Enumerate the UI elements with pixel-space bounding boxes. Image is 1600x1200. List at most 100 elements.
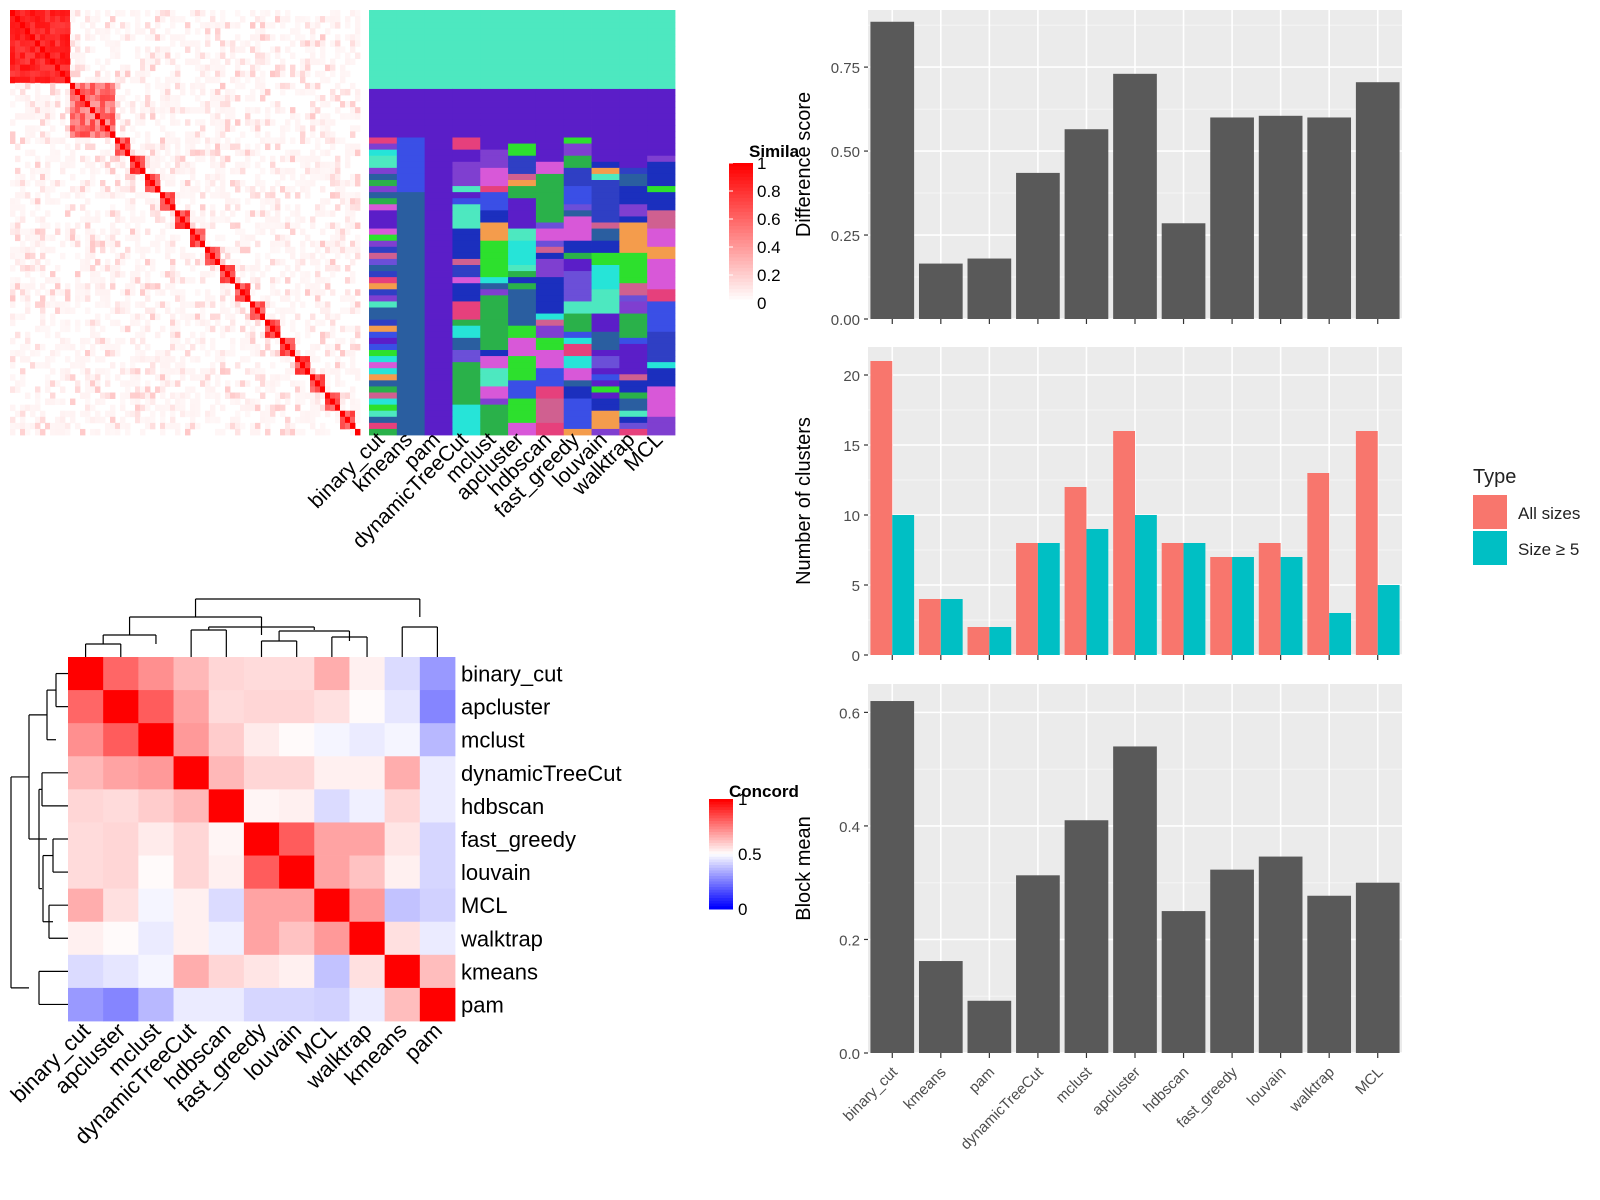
similarity-cell xyxy=(345,295,351,302)
similarity-cell xyxy=(155,22,161,29)
similarity-cell xyxy=(110,240,116,248)
similarity-cell xyxy=(135,368,141,375)
similarity-cell xyxy=(150,204,156,211)
similarity-cell xyxy=(195,374,201,381)
cluster-cell xyxy=(396,331,426,339)
concordance-legend-gradient-step xyxy=(709,898,733,902)
similarity-cell xyxy=(330,234,336,242)
similarity-cell xyxy=(270,22,276,29)
similarity-cell xyxy=(220,16,226,23)
similarity-cell xyxy=(200,252,206,260)
similarity-cell xyxy=(190,216,196,223)
similarity-cell xyxy=(250,350,256,357)
cluster-cell xyxy=(591,137,620,144)
similarity-cell xyxy=(15,113,21,120)
similarity-cell xyxy=(185,28,191,35)
similarity-cell xyxy=(50,319,56,327)
similarity-cell xyxy=(175,198,181,205)
similarity-cell xyxy=(330,131,336,138)
concordance-cell xyxy=(208,987,245,1022)
similarity-cell xyxy=(245,380,251,387)
similarity-cell xyxy=(25,289,31,296)
similarity-cell xyxy=(45,301,51,308)
similarity-cell xyxy=(180,301,186,308)
legend-swatch-size-ge5 xyxy=(1473,531,1507,565)
similarity-legend-gradient-step xyxy=(729,205,753,209)
similarity-cell xyxy=(115,10,121,17)
similarity-cell xyxy=(305,289,311,296)
similarity-cell xyxy=(25,101,31,108)
similarity-cell xyxy=(165,180,171,187)
cluster-cell xyxy=(508,368,537,375)
similarity-legend-gradient-step xyxy=(729,240,753,244)
similarity-cell xyxy=(285,368,291,375)
cluster-cell xyxy=(452,392,481,399)
similarity-cell xyxy=(60,307,66,314)
similarity-cell xyxy=(300,186,306,193)
similarity-cell xyxy=(315,204,321,211)
similarity-cell xyxy=(275,289,281,296)
similarity-cell xyxy=(195,95,201,102)
cluster-cell xyxy=(619,325,648,333)
similarity-cell xyxy=(310,180,316,187)
cluster-cell xyxy=(619,161,648,169)
cluster-cell xyxy=(424,422,453,430)
cluster-cell xyxy=(480,143,509,151)
similarity-cell xyxy=(90,240,96,248)
cluster-cell xyxy=(647,428,676,436)
similarity-cell xyxy=(345,307,351,314)
similarity-cell xyxy=(220,186,226,193)
similarity-cell xyxy=(120,10,126,17)
cluster-cell xyxy=(508,10,537,17)
similarity-cell xyxy=(325,240,331,248)
similarity-cell xyxy=(255,58,261,66)
bar xyxy=(1113,73,1157,319)
similarity-cell xyxy=(260,76,266,84)
similarity-cell xyxy=(10,52,16,59)
similarity-cell xyxy=(210,16,216,23)
cluster-cell xyxy=(563,356,592,363)
similarity-cell xyxy=(155,34,161,41)
similarity-cell xyxy=(260,52,266,59)
similarity-cell xyxy=(175,307,181,314)
cluster-cell xyxy=(480,246,509,254)
concordance-legend-gradient-step xyxy=(709,823,733,827)
similarity-cell xyxy=(110,113,116,120)
similarity-cell xyxy=(290,319,296,327)
cluster-cell xyxy=(563,119,592,126)
cluster-cell xyxy=(452,228,481,236)
similarity-cell xyxy=(160,301,166,308)
similarity-cell xyxy=(140,386,146,393)
similarity-cell xyxy=(285,186,291,193)
cluster-cell xyxy=(508,113,537,120)
similarity-cell xyxy=(240,16,246,23)
similarity-cell xyxy=(185,210,191,217)
similarity-cell xyxy=(225,289,231,296)
cluster-cell xyxy=(396,180,426,187)
similarity-cell xyxy=(195,40,201,47)
concordance-legend-gradient-step xyxy=(709,865,733,869)
similarity-cell xyxy=(225,101,231,108)
similarity-cell xyxy=(150,410,156,418)
similarity-cell xyxy=(310,313,316,321)
concordance-cell xyxy=(173,822,210,856)
cluster-cell xyxy=(619,331,648,339)
similarity-cell xyxy=(255,192,261,199)
concordance-cell xyxy=(243,723,280,757)
similarity-cell xyxy=(195,258,201,266)
cluster-cell xyxy=(591,22,620,29)
similarity-cell xyxy=(55,289,61,296)
cluster-cell xyxy=(396,16,426,23)
similarity-cell xyxy=(40,40,46,47)
similarity-cell xyxy=(345,210,351,217)
similarity-cell xyxy=(120,368,126,375)
similarity-cell xyxy=(295,313,301,321)
cluster-cell xyxy=(369,313,398,321)
similarity-cell xyxy=(145,95,151,102)
similarity-cell xyxy=(10,198,16,205)
similarity-cell xyxy=(105,350,111,357)
bar-all-sizes xyxy=(1113,431,1135,655)
similarity-cell xyxy=(140,161,146,169)
concordance-cell xyxy=(384,888,421,923)
similarity-cell xyxy=(225,368,231,375)
